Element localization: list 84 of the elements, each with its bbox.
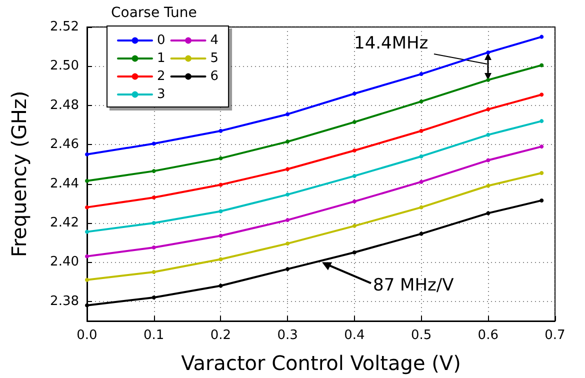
y-tick-label: 2.40 bbox=[50, 254, 79, 270]
point bbox=[352, 224, 356, 228]
point bbox=[218, 128, 223, 133]
x-tick-label: 0.2 bbox=[210, 328, 232, 343]
legend-label: 0 bbox=[157, 33, 166, 48]
point bbox=[419, 154, 424, 158]
point bbox=[352, 250, 356, 254]
y-tick-label: 2.52 bbox=[50, 20, 79, 34]
point bbox=[85, 254, 89, 258]
point bbox=[540, 92, 544, 97]
point bbox=[486, 78, 490, 82]
x-tick-label: 0.1 bbox=[144, 328, 164, 343]
x-tick-label: 0.0 bbox=[76, 328, 98, 343]
point bbox=[352, 199, 356, 204]
x-tick-label: 0.5 bbox=[410, 328, 432, 343]
point bbox=[540, 198, 544, 202]
y-tick-label: 2.44 bbox=[50, 176, 79, 192]
point bbox=[85, 152, 89, 156]
point bbox=[286, 192, 290, 197]
y-tick-label: 2.48 bbox=[50, 98, 79, 113]
point bbox=[352, 120, 356, 124]
point bbox=[419, 128, 424, 133]
point bbox=[486, 132, 490, 137]
point bbox=[419, 72, 424, 76]
point bbox=[486, 107, 490, 112]
y-axis-title: Frequency (GHz) bbox=[7, 90, 31, 258]
point bbox=[419, 180, 424, 184]
point bbox=[85, 178, 89, 183]
x-tick-label: 0.7 bbox=[544, 328, 566, 343]
point bbox=[286, 267, 290, 272]
point bbox=[419, 99, 424, 104]
point bbox=[85, 205, 89, 210]
point bbox=[218, 284, 223, 288]
point bbox=[486, 211, 490, 216]
point bbox=[85, 303, 89, 308]
point bbox=[218, 182, 223, 187]
annotation: 87 MHz/V bbox=[373, 276, 454, 296]
x-tick-label: 0.6 bbox=[478, 328, 498, 343]
point bbox=[152, 295, 156, 300]
point bbox=[286, 167, 290, 172]
point bbox=[152, 142, 156, 146]
point bbox=[540, 144, 544, 149]
point bbox=[152, 169, 156, 174]
point bbox=[218, 156, 223, 160]
point bbox=[540, 119, 544, 124]
point bbox=[352, 92, 356, 96]
legend-label: 1 bbox=[157, 51, 166, 66]
point bbox=[218, 234, 223, 238]
point bbox=[152, 221, 156, 225]
point bbox=[486, 50, 490, 54]
point bbox=[286, 242, 290, 246]
point bbox=[419, 232, 424, 236]
point bbox=[85, 278, 89, 282]
x-tick-label: 0.3 bbox=[277, 328, 298, 343]
point bbox=[152, 246, 156, 250]
point bbox=[152, 270, 156, 274]
legend-label: 5 bbox=[210, 51, 219, 66]
x-axis-title: Varactor Control Voltage (V) bbox=[181, 351, 461, 375]
point bbox=[540, 63, 544, 68]
y-tick-label: 2.38 bbox=[50, 294, 79, 309]
point bbox=[152, 196, 156, 200]
y-tick-label: 2.42 bbox=[50, 216, 79, 230]
legend-title: Coarse Tune bbox=[111, 5, 197, 21]
point bbox=[286, 218, 290, 222]
legend-label: 6 bbox=[210, 69, 219, 84]
legend-label: 3 bbox=[157, 87, 166, 102]
x-tick-label: 0.4 bbox=[344, 328, 365, 343]
legend-label: 2 bbox=[157, 69, 166, 84]
point bbox=[540, 34, 544, 39]
point bbox=[486, 158, 490, 162]
point bbox=[540, 171, 544, 176]
legend-label: 4 bbox=[210, 33, 219, 48]
y-tick-label: 2.46 bbox=[50, 137, 79, 152]
point bbox=[286, 140, 290, 144]
point bbox=[352, 174, 356, 178]
point bbox=[486, 184, 490, 188]
point bbox=[218, 209, 223, 214]
point bbox=[286, 112, 290, 116]
point bbox=[85, 230, 89, 234]
annotation: 14.4MHz bbox=[354, 34, 428, 54]
point bbox=[352, 148, 356, 152]
point bbox=[218, 257, 223, 262]
y-tick-label: 2.50 bbox=[50, 58, 79, 74]
point bbox=[419, 205, 424, 210]
